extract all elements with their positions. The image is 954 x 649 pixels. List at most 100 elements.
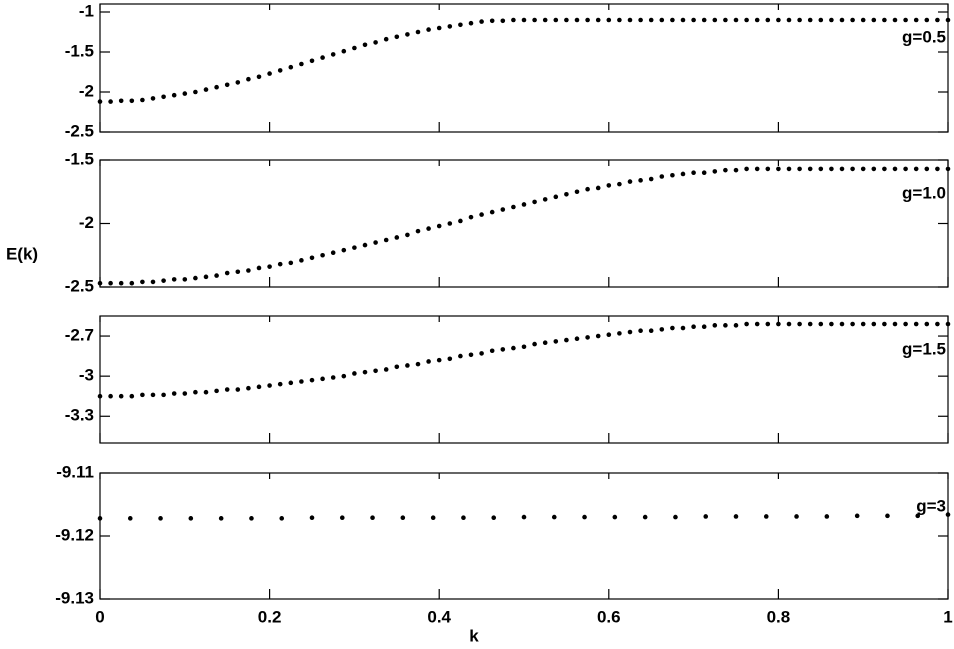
data-point (246, 76, 251, 82)
data-point (617, 181, 622, 187)
data-point (362, 242, 368, 248)
data-point (330, 52, 336, 57)
data-point (924, 321, 930, 327)
data-point (776, 321, 781, 327)
data-point (924, 17, 930, 23)
data-point (309, 255, 315, 261)
data-point (500, 18, 506, 24)
data-point (97, 516, 103, 521)
data-point (754, 166, 760, 172)
y-tick-label: -9.12 (55, 525, 94, 544)
data-point (235, 80, 241, 85)
data-point (330, 250, 336, 256)
data-point (218, 516, 224, 521)
data-point (468, 20, 474, 26)
data-point (850, 166, 855, 172)
data-point (436, 223, 442, 229)
data-point (479, 212, 484, 217)
data-point (458, 353, 463, 359)
data-point (277, 381, 283, 387)
data-point (659, 17, 665, 23)
panel-frame (99, 315, 949, 444)
data-point (945, 512, 951, 517)
data-point (267, 383, 272, 388)
data-point (723, 323, 728, 328)
data-point (701, 170, 707, 175)
data-point (659, 327, 665, 332)
data-point (203, 87, 209, 92)
data-point (150, 392, 156, 398)
data-point (744, 166, 749, 172)
data-point (249, 516, 254, 521)
panel-annotation: g=1.5 (902, 339, 946, 358)
data-point (642, 514, 648, 520)
data-point (553, 194, 559, 200)
data-point (797, 321, 802, 327)
panel-annotation: g=1.0 (902, 183, 946, 202)
data-point (373, 240, 378, 245)
data-point (786, 17, 792, 23)
data-point (373, 40, 378, 45)
data-point (430, 515, 436, 521)
y-tick-label: -3 (79, 366, 94, 385)
data-point (532, 199, 537, 205)
x-tick-label: 0.2 (258, 607, 282, 626)
data-point (161, 278, 166, 283)
data-point (913, 17, 919, 23)
data-point (97, 280, 103, 286)
x-tick-label: 0.4 (427, 607, 451, 626)
data-point (854, 513, 860, 519)
data-point (871, 166, 877, 172)
data-point (277, 261, 283, 267)
data-point (606, 332, 612, 338)
data-point (277, 68, 283, 73)
data-point (521, 17, 527, 23)
data-point (638, 17, 643, 23)
data-point (161, 94, 166, 100)
data-point (765, 321, 771, 327)
data-point (733, 167, 739, 173)
data-point (203, 274, 209, 280)
data-point (807, 321, 813, 327)
data-point (341, 48, 347, 54)
data-point (394, 364, 400, 370)
data-point (935, 166, 940, 172)
data-point (267, 264, 272, 269)
y-tick-label: -9.13 (55, 588, 94, 607)
data-point (892, 166, 898, 172)
data-point (794, 514, 799, 519)
data-point (776, 166, 781, 172)
data-point (511, 17, 516, 23)
data-point (744, 321, 749, 327)
data-point (829, 17, 834, 23)
panel-frame (99, 3, 949, 133)
data-point (924, 166, 930, 172)
data-point (860, 321, 866, 327)
data-point (903, 321, 908, 327)
data-point (203, 389, 209, 395)
data-point (415, 361, 421, 367)
data-point (320, 376, 325, 382)
data-point (551, 514, 557, 520)
data-point (299, 258, 304, 263)
panel-frame (99, 472, 949, 600)
panel-annotation: g=0.5 (902, 27, 946, 46)
data-point (118, 280, 124, 286)
data-point (171, 92, 177, 98)
data-point (691, 17, 696, 23)
data-point (606, 17, 612, 23)
data-point (585, 17, 590, 23)
data-point (915, 513, 921, 519)
data-point (352, 245, 357, 250)
data-point (489, 18, 495, 24)
data-point (839, 17, 845, 23)
data-point (461, 515, 466, 521)
data-point (288, 64, 294, 70)
data-point (458, 22, 463, 28)
y-tick-label: -1.5 (65, 41, 94, 60)
data-point (426, 359, 431, 364)
data-point (405, 232, 410, 238)
data-point (860, 166, 866, 172)
x-tick-label: 0 (95, 607, 104, 626)
